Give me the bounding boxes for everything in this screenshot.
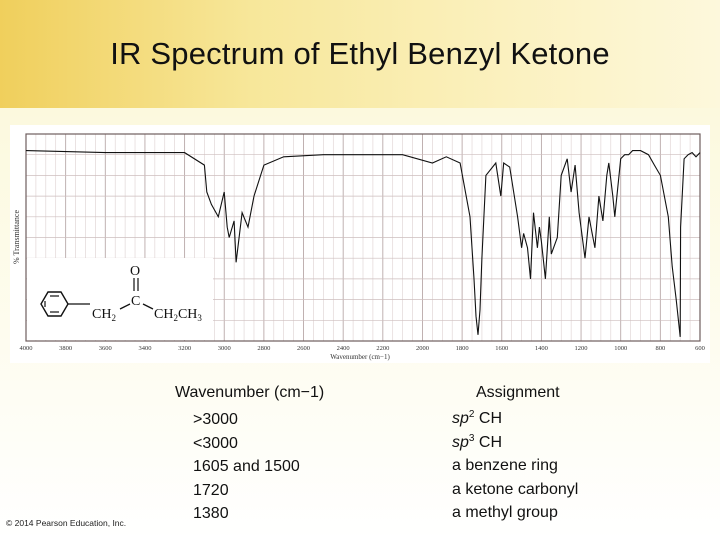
x-tick-label: 3000: [218, 345, 231, 352]
x-tick-label: 1800: [456, 345, 469, 352]
wavenumber-row: <3000: [193, 434, 238, 452]
assignment-row: a ketone carbonyl: [452, 478, 578, 502]
wavenumber-row: 1380: [193, 505, 229, 522]
benzene-ring: [40, 291, 69, 317]
molecule-structure: CH2 C O CH2CH3: [27, 258, 213, 340]
x-axis-label: Wavenumber (cm−1): [330, 353, 390, 361]
hybridization-prefix: sp: [452, 433, 469, 451]
left-ch2-group: CH2: [92, 307, 116, 323]
x-tick-label: 2600: [297, 345, 310, 352]
x-tick-label: 600: [695, 345, 705, 352]
title-band: [0, 0, 720, 108]
y-axis-label: % Transmittance: [12, 210, 21, 264]
assignment-text: a methyl group: [452, 504, 558, 521]
wavenumber-row: 1720: [193, 481, 229, 499]
x-tick-label: 3600: [99, 345, 112, 352]
x-tick-label: 2200: [376, 345, 389, 352]
structure-background: [27, 258, 213, 340]
hybridization-prefix: sp: [452, 410, 469, 427]
plot-frame: [25, 133, 701, 342]
x-tick-label: 3400: [138, 345, 151, 352]
x-tick-label: 3800: [59, 345, 72, 352]
ir-spectrum-chart: % Transmittance 4000 3800 3600 3400 3200 3000…: [10, 125, 710, 363]
x-tick-label: 2000: [416, 345, 429, 352]
ir-spectrum-svg: % Transmittance 4000 3800 3600 3400 3200 3000…: [10, 125, 710, 363]
hybridization-superscript: 2: [468, 409, 475, 420]
x-tick-label: 1400: [535, 345, 548, 352]
assignment-text: a ketone carbonyl: [452, 480, 579, 498]
x-tick-label: 1000: [614, 345, 627, 352]
x-tick-label: 3200: [178, 345, 191, 352]
x-tick-label: 4000: [20, 345, 33, 352]
ch2-to-carbonyl-bond: [119, 303, 131, 310]
wavenumber-column-header: Wavenumber (cm−1): [175, 384, 325, 401]
assignment-row: sp3 CH: [452, 431, 578, 455]
wavenumber-row: 1605 and 1500: [193, 458, 300, 475]
assignment-text: a benzene ring: [452, 457, 558, 474]
spectrum-line: [25, 150, 701, 337]
assignment-row: a methyl group: [452, 501, 578, 525]
x-tick-label: 2800: [257, 345, 270, 352]
x-tick-label: 1200: [575, 345, 588, 352]
ethyl-group: CH2CH3: [154, 307, 202, 323]
carbonyl-oxygen: O: [130, 264, 140, 279]
assignment-text: CH: [474, 433, 503, 451]
assignment-list: sp2 CH sp3 CH a benzene ring a ketone ca…: [452, 407, 578, 525]
copyright-notice: © 2014 Pearson Education, Inc.: [6, 518, 127, 528]
wavenumber-list: >3000 <3000 1605 and 1500 1720 1380: [193, 408, 300, 526]
slide-title: IR Spectrum of Ethyl Benzyl Ketone: [110, 36, 610, 71]
assignment-text: CH: [474, 410, 503, 427]
carbonyl-carbon: C: [131, 294, 140, 309]
x-tick-label: 1600: [495, 345, 508, 352]
assignment-row: sp2 CH: [452, 407, 578, 431]
assignment-column-header: Assignment: [476, 384, 560, 401]
x-tick-label: 2400: [337, 345, 350, 352]
wavenumber-row: >3000: [193, 411, 238, 428]
carbonyl-to-ethyl-bond: [142, 303, 154, 310]
x-tick-labels: 4000 3800 3600 3400 3200 3000 2800 2600 2400 2200…: [20, 345, 705, 352]
assignment-row: a benzene ring: [452, 454, 578, 478]
x-tick-label: 800: [655, 345, 665, 352]
hybridization-superscript: 3: [468, 432, 475, 444]
